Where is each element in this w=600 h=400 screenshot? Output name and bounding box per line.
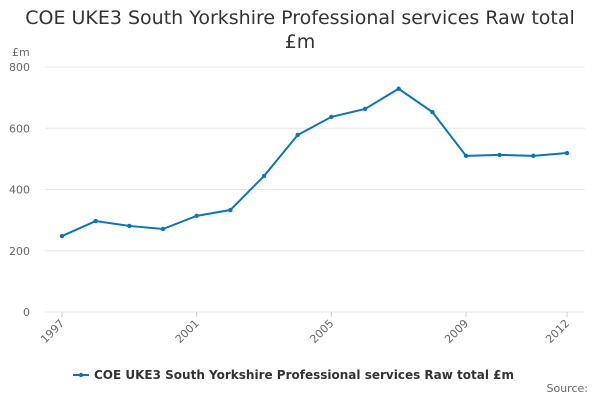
y-tick-label: 200 [9, 245, 30, 258]
y-axis-label: £m [12, 46, 30, 59]
point [127, 223, 132, 229]
legend-marker [78, 372, 84, 378]
y-tick-label: 600 [9, 122, 30, 135]
y-tick-label: 800 [9, 61, 30, 74]
point [463, 153, 469, 159]
point [160, 226, 166, 232]
source: Source: [547, 382, 589, 395]
point [362, 106, 368, 112]
point [93, 218, 98, 224]
point [564, 150, 570, 156]
legend-item: COE UKE3 South Yorkshire Professional se… [73, 368, 514, 382]
x-tick-label: 2001 [173, 317, 202, 346]
point [59, 233, 65, 239]
legend-label: COE UKE3 South Yorkshire Professional se… [94, 368, 514, 382]
point [396, 86, 401, 91]
x-tick-label: 2005 [307, 317, 336, 346]
y-tick-label: 400 [9, 184, 30, 197]
point [329, 114, 334, 120]
point [531, 153, 536, 159]
y-tick-label: 0 [23, 306, 30, 319]
x-tick-label: 2012 [543, 317, 572, 346]
point [497, 152, 502, 158]
x-tick-label: 1997 [38, 317, 67, 346]
point [228, 207, 233, 213]
point [295, 132, 300, 138]
point [194, 213, 199, 219]
line [61, 87, 568, 237]
point [430, 109, 435, 115]
x-tick-label: 2009 [442, 317, 471, 346]
point [261, 173, 267, 179]
chart-title: COE UKE3 South Yorkshire Professional se… [25, 7, 575, 53]
